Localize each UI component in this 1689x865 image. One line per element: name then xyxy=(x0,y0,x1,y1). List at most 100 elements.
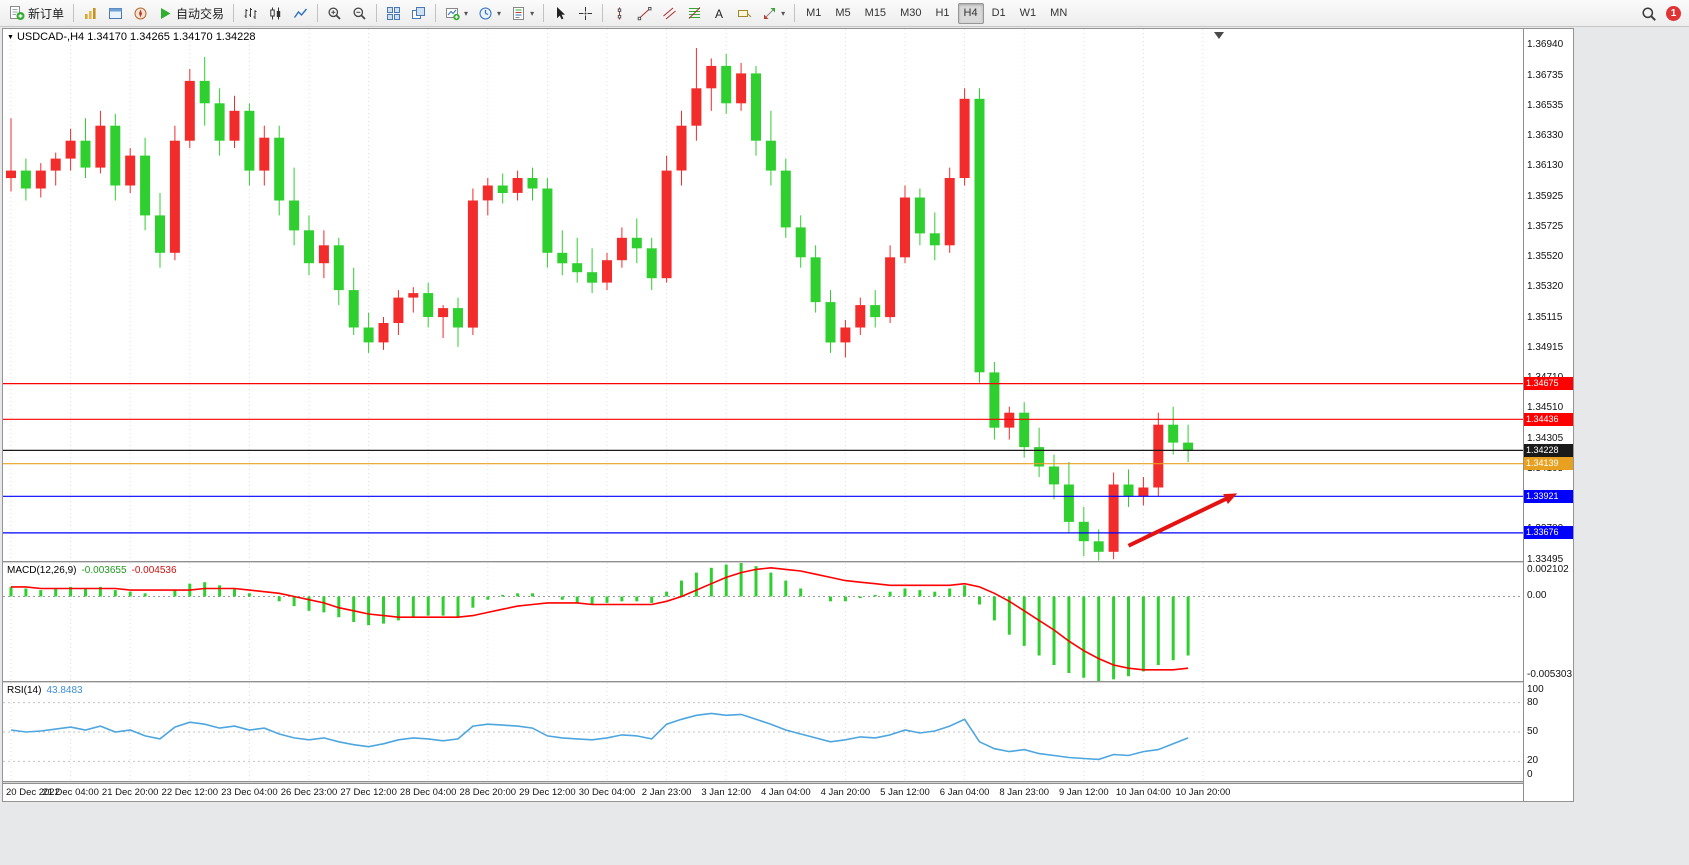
channel-icon xyxy=(662,6,677,21)
time-axis-label: 29 Dec 12:00 xyxy=(519,787,576,798)
timeframe-h1-button[interactable]: H1 xyxy=(929,3,955,24)
cascade-windows-button[interactable] xyxy=(407,3,430,24)
zoom-out-button[interactable] xyxy=(348,3,371,24)
time-axis-label: 6 Jan 04:00 xyxy=(939,787,990,798)
equidistant-channel-button[interactable] xyxy=(658,3,681,24)
auto-trading-icon xyxy=(158,6,173,21)
time-axis-label: 28 Dec 04:00 xyxy=(399,787,457,798)
panel-separator[interactable] xyxy=(3,561,1573,563)
timeframe-w1-button[interactable]: W1 xyxy=(1014,3,1043,24)
price-axis-tick: 1.33495 xyxy=(1527,553,1564,565)
panel-separator[interactable] xyxy=(3,681,1573,683)
price-line-label: 1.34436 xyxy=(1524,412,1573,426)
tile-icon xyxy=(386,6,401,21)
notification-badge[interactable]: 1 xyxy=(1666,6,1681,21)
zoom-out-icon xyxy=(352,6,367,21)
time-axis[interactable]: 20 Dec 2022 21 Dec 04:00 21 Dec 20:00 22 De… xyxy=(3,783,1523,801)
trendline-icon xyxy=(637,6,652,21)
line-chart-mode-button[interactable] xyxy=(289,3,312,24)
macd-value: -0.003655 xyxy=(81,565,127,576)
fibonacci-button[interactable] xyxy=(683,3,706,24)
chart-collapse-icon[interactable]: ▼ xyxy=(7,34,14,41)
vertical-line-button[interactable] xyxy=(608,3,631,24)
new-order-label: 新订单 xyxy=(28,6,65,21)
zoom-in-button[interactable] xyxy=(323,3,346,24)
macd-axis-tick: -0.005303 xyxy=(1527,669,1573,680)
crosshair-button[interactable] xyxy=(574,3,597,24)
time-axis-label: 28 Dec 20:00 xyxy=(459,787,517,798)
price-axis-tick: 1.34915 xyxy=(1527,341,1564,353)
toolbar: 新订单 自动交易 ▾ ▾ ▾ A ▾ M1 M5 M15 M30 H1 H4 D1 W1 MN xyxy=(0,0,1689,27)
new-chart-icon xyxy=(445,6,460,21)
text-button[interactable]: A xyxy=(708,3,731,24)
price-axis-tick: 1.36330 xyxy=(1527,130,1564,142)
rsi-axis-tick: 50 xyxy=(1527,726,1539,737)
price-axis-tick: 1.34305 xyxy=(1527,432,1564,444)
time-axis-label: 27 Dec 12:00 xyxy=(340,787,397,798)
price-line-label: 1.34675 xyxy=(1524,377,1573,391)
market-watch-button[interactable] xyxy=(79,3,102,24)
chart-symbol-label: USDCAD-,H4 xyxy=(16,31,85,43)
new-order-icon xyxy=(9,5,25,21)
template-icon xyxy=(511,6,526,21)
time-axis-label: 10 Jan 20:00 xyxy=(1175,787,1231,798)
tile-windows-button[interactable] xyxy=(382,3,405,24)
search-icon[interactable] xyxy=(1641,6,1657,22)
price-line-label: 1.33921 xyxy=(1524,489,1573,503)
macd-canvas[interactable] xyxy=(3,563,1523,681)
price-axis-tick: 1.35925 xyxy=(1527,190,1564,202)
timeframe-d1-label: D1 xyxy=(991,7,1006,19)
time-axis-label: 2 Jan 23:00 xyxy=(641,787,692,798)
timeframe-m5-button[interactable]: M5 xyxy=(829,3,856,24)
macd-axis-tick: 0.002102 xyxy=(1527,564,1569,575)
price-axis[interactable]: 1.36940 1.36735 1.36535 1.36330 1.36130 1.359… xyxy=(1523,29,1573,801)
rsi-axis-tick: 100 xyxy=(1527,684,1544,695)
data-window-button[interactable] xyxy=(104,3,127,24)
price-axis-tick: 1.35115 xyxy=(1527,311,1563,323)
cursor-button[interactable] xyxy=(549,3,572,24)
zoom-in-icon xyxy=(327,6,342,21)
candles-icon xyxy=(268,6,283,21)
macd-axis-tick: 0.00 xyxy=(1527,590,1547,602)
dropdown-caret-icon[interactable]: ▾ xyxy=(530,8,535,18)
toolbar-separator xyxy=(435,4,437,22)
periods-button[interactable]: ▾ xyxy=(474,3,505,24)
trend-arrow-annotation[interactable] xyxy=(1223,493,1238,505)
candle-chart-mode-button[interactable] xyxy=(264,3,287,24)
new-chart-button[interactable]: ▾ xyxy=(441,3,472,24)
timeframe-m30-button[interactable]: M30 xyxy=(894,3,927,24)
text-label-button[interactable] xyxy=(733,3,756,24)
line-icon xyxy=(293,6,308,21)
timeframe-m1-button[interactable]: M1 xyxy=(800,3,827,24)
dropdown-caret-icon[interactable]: ▾ xyxy=(464,8,469,18)
timeframe-m15-button[interactable]: M15 xyxy=(859,3,892,24)
bar-chart-mode-button[interactable] xyxy=(239,3,262,24)
time-axis-label: 4 Jan 04:00 xyxy=(760,787,811,798)
price-axis-tick: 1.34510 xyxy=(1527,402,1564,414)
dropdown-caret-icon[interactable]: ▾ xyxy=(781,8,786,18)
panel-separator[interactable] xyxy=(3,781,1573,783)
timeframe-m1-label: M1 xyxy=(806,7,822,19)
new-order-button[interactable]: 新订单 xyxy=(5,3,68,24)
toolbar-separator xyxy=(73,4,75,22)
navigator-button[interactable] xyxy=(129,3,152,24)
time-axis-label: 5 Jan 12:00 xyxy=(880,787,930,798)
time-axis-label: 23 Dec 04:00 xyxy=(221,787,278,798)
timeframe-m15-label: M15 xyxy=(864,7,887,19)
timeframe-h4-button[interactable]: H4 xyxy=(957,2,984,24)
price-axis-tick: 1.36735 xyxy=(1527,69,1564,81)
timeframe-mn-button[interactable]: MN xyxy=(1044,3,1073,24)
main-chart-canvas[interactable] xyxy=(3,29,1523,561)
auto-trading-button[interactable]: 自动交易 xyxy=(154,3,228,24)
timeframe-d1-button[interactable]: D1 xyxy=(986,3,1012,24)
toolbar-separator xyxy=(376,4,378,22)
price-line-label: 1.34139 xyxy=(1524,457,1573,471)
dropdown-caret-icon[interactable]: ▾ xyxy=(497,8,502,18)
templates-button[interactable]: ▾ xyxy=(507,3,538,24)
timeframe-m5-label: M5 xyxy=(835,7,851,19)
rsi-canvas[interactable] xyxy=(3,683,1523,781)
trendline-button[interactable] xyxy=(633,3,656,24)
arrows-button[interactable]: ▾ xyxy=(758,3,789,24)
rsi-axis-tick: 0 xyxy=(1527,769,1533,780)
price-axis-tick: 1.36535 xyxy=(1527,99,1564,111)
